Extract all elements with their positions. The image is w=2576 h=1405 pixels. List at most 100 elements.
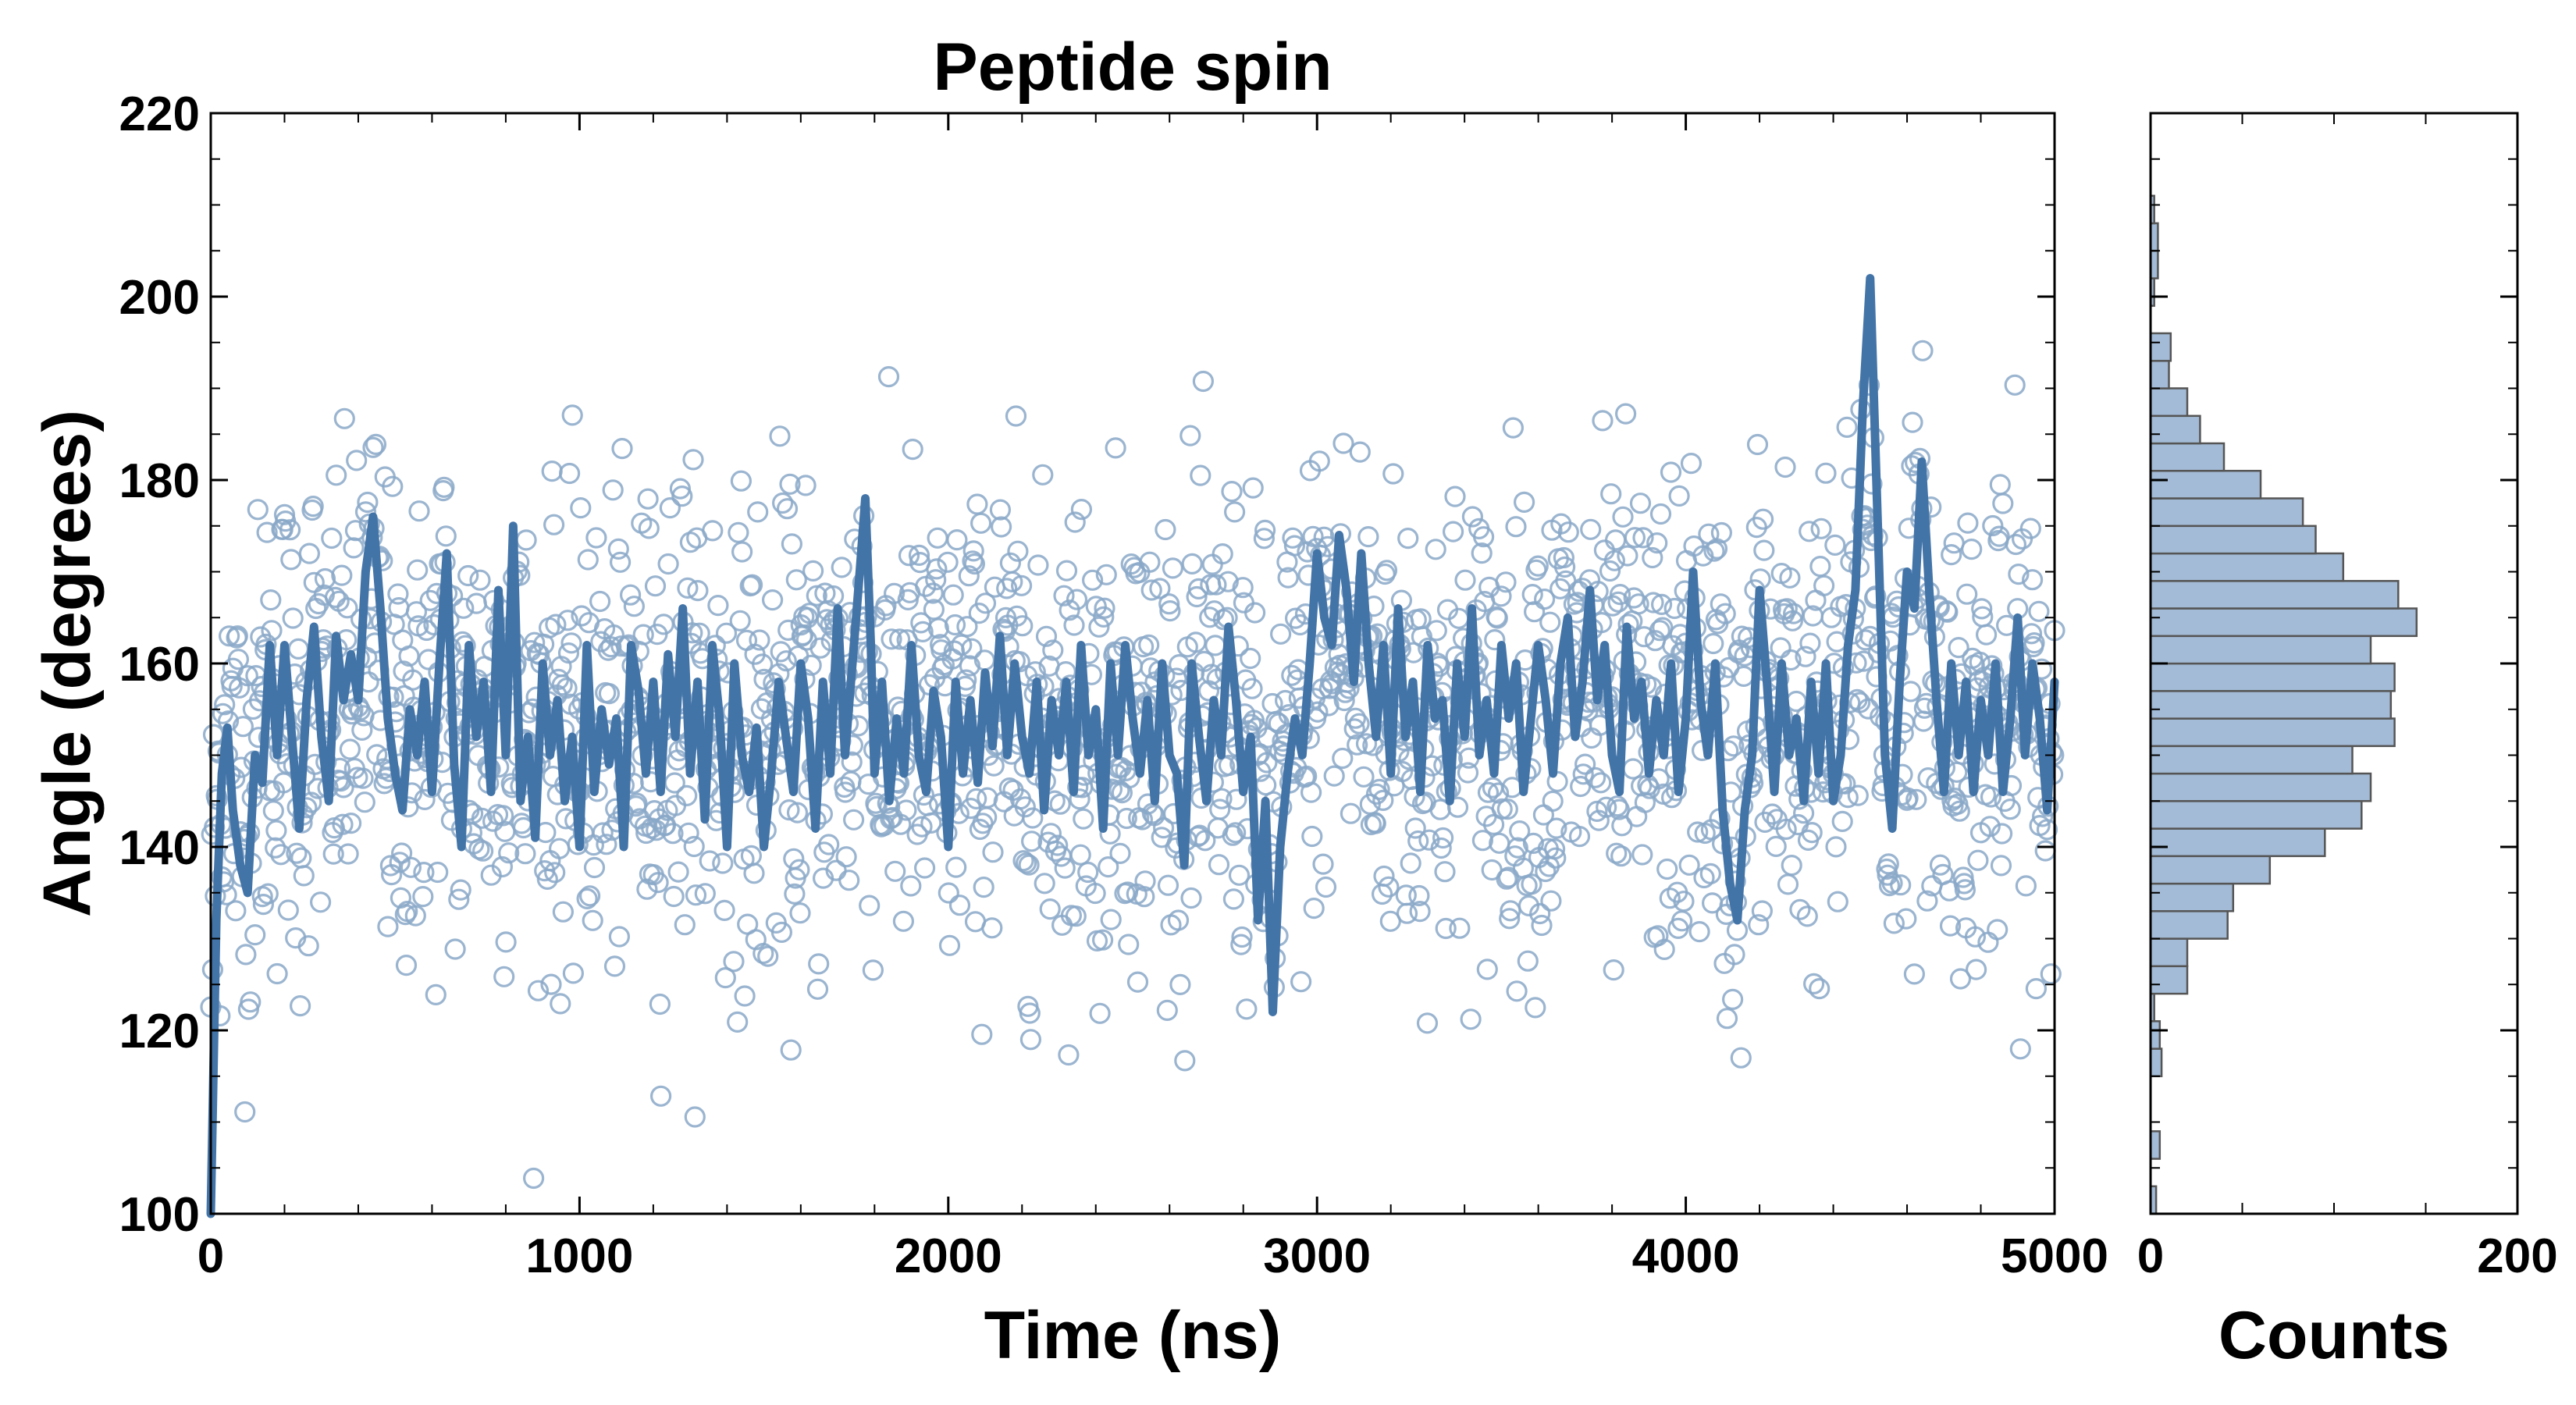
- main-axis-ticks: 0 1000 2000 3000 4000 5000 100 120 140 160 180 200 2…: [119, 87, 2108, 1283]
- scatter-point: [1165, 667, 1187, 689]
- scatter-point: [598, 682, 621, 705]
- scatter-point: [749, 629, 770, 651]
- scatter-point: [2036, 819, 2058, 841]
- scatter-point: [895, 799, 917, 821]
- scatter-point: [1232, 577, 1254, 599]
- scatter-point: [730, 470, 753, 492]
- scatter-point: [450, 879, 471, 901]
- scatter-point: [1244, 602, 1266, 624]
- scatter-point: [1065, 905, 1087, 927]
- histogram-bar: [2149, 1020, 2161, 1050]
- scatter-point: [890, 813, 912, 835]
- scatter-point: [582, 909, 603, 931]
- scatter-point: [1152, 816, 1175, 839]
- scatter-point: [444, 938, 466, 960]
- scatter-point: [1967, 849, 1989, 871]
- scatter-point: [956, 616, 978, 638]
- scatter-point: [1746, 433, 1769, 456]
- scatter-point: [1253, 528, 1276, 550]
- scatter-point: [1825, 836, 1847, 858]
- y-tick-label: 100: [119, 1188, 200, 1242]
- scatter-point: [1332, 747, 1354, 770]
- x-tick-label: 2000: [895, 1229, 1002, 1283]
- scatter-point: [1241, 678, 1263, 699]
- scatter-point: [1081, 569, 1104, 591]
- scatter-point: [1223, 501, 1246, 523]
- scatter-point: [1169, 973, 1191, 996]
- scatter-point: [1651, 593, 1673, 616]
- scatter-point: [1077, 861, 1099, 884]
- scatter-point: [1099, 823, 1121, 845]
- scatter-point: [1269, 623, 1292, 645]
- scatter-point: [1035, 625, 1058, 647]
- scatter-point: [822, 585, 845, 607]
- scatter-point: [1813, 574, 1835, 596]
- scatter-point: [806, 978, 829, 1000]
- scatter-point: [235, 944, 257, 966]
- scatter-point: [1990, 855, 2012, 877]
- scatter-point: [1204, 635, 1226, 656]
- scatter-point: [983, 755, 1005, 777]
- scatter-point: [270, 844, 292, 866]
- scatter-point: [1652, 617, 1674, 638]
- scatter-point: [1656, 858, 1678, 880]
- scatter-point: [1476, 959, 1498, 980]
- scatter-point: [674, 914, 696, 936]
- scatter-point: [1929, 854, 1952, 876]
- scatter-point: [453, 597, 475, 619]
- scatter-point: [585, 527, 607, 549]
- scatter-point: [809, 637, 831, 659]
- scatter-point: [1063, 614, 1085, 636]
- scatter-point: [1053, 585, 1075, 606]
- scatter-point: [558, 462, 581, 485]
- scatter-point: [1543, 838, 1566, 860]
- scatter-point: [1192, 370, 1215, 393]
- scatter-point: [1118, 934, 1140, 955]
- scatter-point: [1546, 817, 1567, 839]
- scatter-point: [457, 564, 479, 587]
- scatter-point: [835, 846, 857, 868]
- histogram-bar: [2149, 800, 2363, 830]
- scatter-point: [326, 464, 347, 486]
- scatter-point: [303, 571, 325, 593]
- scatter-point: [1584, 767, 1606, 788]
- scatter-point: [365, 433, 387, 456]
- scatter-point: [435, 525, 457, 547]
- running-average-path: [206, 274, 2059, 1218]
- scatter-point: [1603, 550, 1625, 571]
- scatter-point: [524, 631, 546, 653]
- scatter-point: [1897, 787, 1919, 809]
- histogram-bar: [2149, 469, 2262, 500]
- scatter-point: [234, 1101, 256, 1123]
- scatter-point: [834, 781, 856, 803]
- histogram-bar: [2149, 414, 2201, 445]
- scatter-point: [1012, 615, 1034, 637]
- scatter-point: [707, 594, 729, 617]
- scatter-point: [540, 973, 562, 995]
- scatter-point: [657, 553, 679, 575]
- scatter-point: [1228, 864, 1251, 886]
- scatter-point: [942, 584, 964, 606]
- scatter-point: [1609, 583, 1631, 606]
- scatter-point: [727, 1011, 749, 1033]
- scatter-point: [1425, 539, 1446, 560]
- scatter-point: [982, 841, 1004, 863]
- scatter-point: [1523, 601, 1546, 623]
- y-tick-label: 140: [119, 821, 200, 875]
- scatter-point: [2005, 533, 2026, 556]
- scatter-point: [786, 802, 809, 823]
- scatter-point: [1649, 620, 1670, 642]
- scatter-point: [1432, 827, 1454, 849]
- scatter-point: [324, 586, 347, 609]
- scatter-point: [723, 951, 745, 973]
- x-tick-label: 4000: [1632, 1229, 1740, 1283]
- scatter-point: [247, 499, 269, 521]
- scatter-point: [1749, 568, 1771, 590]
- scatter-point: [1212, 542, 1233, 565]
- scatter-point: [1673, 891, 1695, 912]
- scatter-point: [637, 488, 659, 510]
- scatter-point: [1460, 1008, 1482, 1030]
- scatter-point: [1070, 498, 1093, 521]
- scatter-point: [1487, 782, 1510, 804]
- scatter-point: [1349, 441, 1371, 463]
